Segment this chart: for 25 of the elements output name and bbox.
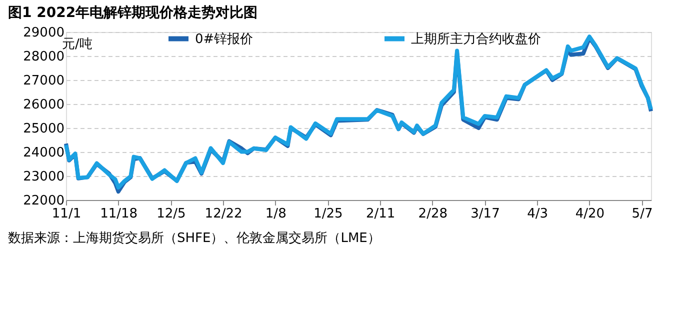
y-tick-label: 29000 (23, 26, 64, 40)
x-tick-label: 2/11 (366, 206, 396, 222)
x-tick-label: 5/7 (632, 206, 653, 222)
x-tick-label: 12/5 (156, 206, 186, 222)
legend-label: 0#锌报价 (195, 32, 254, 47)
x-tick-label: 3/17 (470, 206, 500, 222)
x-tick-label: 11/1 (52, 206, 82, 222)
y-tick-label: 22000 (23, 194, 64, 208)
y-tick-label: 27000 (23, 74, 64, 88)
x-tick-label: 12/22 (204, 206, 242, 222)
x-tick-label: 4/3 (527, 206, 548, 222)
y-tick-label: 25000 (23, 122, 64, 136)
x-tick-label: 11/18 (100, 206, 138, 222)
y-tick-label: 23000 (23, 170, 64, 184)
x-tick-label: 4/20 (575, 206, 605, 222)
y-tick-label: 28000 (23, 50, 64, 64)
y-tick-label: 24000 (23, 146, 64, 160)
source-note: 数据来源：上海期货交易所（SHFE）、伦敦金属交易所（LME） (8, 230, 380, 246)
x-tick-label: 1/8 (265, 206, 286, 222)
legend-label: 上期所主力合约收盘价 (411, 30, 541, 47)
x-tick-label: 2/28 (418, 206, 448, 222)
x-tick-label: 1/25 (314, 206, 343, 222)
chart-title: 图1 2022年电解锌期现价格走势对比图 (8, 5, 258, 21)
y-tick-label: 26000 (23, 98, 64, 112)
y-axis-title: 元/吨 (62, 37, 92, 52)
